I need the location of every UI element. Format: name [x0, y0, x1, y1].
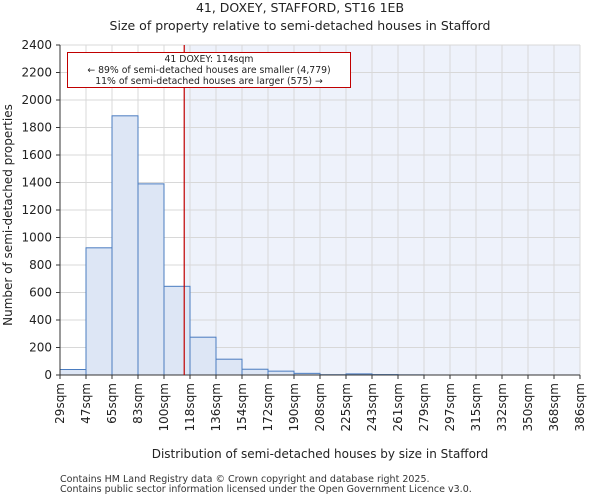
property-annotation-box: 41 DOXEY: 114sqm ← 89% of semi-detached … — [67, 52, 351, 88]
x-tick-label: 100sqm — [157, 383, 171, 431]
histogram-bar — [59, 369, 87, 376]
y-tick-label: 1200 — [21, 203, 52, 217]
y-tick-label: 0 — [44, 368, 52, 382]
x-tick-label: 368sqm — [547, 383, 561, 431]
histogram-bar — [111, 115, 139, 376]
x-tick-label: 350sqm — [521, 383, 535, 431]
annotation-smaller-share: ← 89% of semi-detached houses are smalle… — [87, 65, 331, 76]
x-tick-label: 29sqm — [53, 383, 67, 424]
x-tick-label: 225sqm — [339, 383, 353, 431]
histogram-bar — [189, 336, 217, 376]
attribution-land-registry: Contains HM Land Registry data © Crown c… — [60, 474, 430, 485]
x-tick-label: 83sqm — [131, 383, 145, 424]
y-tick-label: 800 — [29, 258, 52, 272]
y-tick-label: 600 — [29, 286, 52, 300]
x-tick-label: 315sqm — [469, 383, 483, 431]
histogram-bar — [267, 370, 295, 376]
y-tick-label: 1800 — [21, 121, 52, 135]
y-tick-label: 2200 — [21, 66, 52, 80]
x-tick-label: 172sqm — [261, 383, 275, 431]
histogram-bar — [215, 358, 243, 376]
x-tick-label: 261sqm — [391, 383, 405, 431]
x-tick-label: 386sqm — [573, 383, 587, 431]
annotation-larger-share: 11% of semi-detached houses are larger (… — [95, 76, 323, 87]
x-tick-label: 136sqm — [209, 383, 223, 431]
x-tick-label: 154sqm — [235, 383, 249, 431]
x-tick-label: 332sqm — [495, 383, 509, 431]
y-tick-label: 2400 — [21, 38, 52, 52]
x-tick-label: 297sqm — [443, 383, 457, 431]
histogram-bar — [137, 183, 165, 376]
y-tick-label: 1600 — [21, 148, 52, 162]
histogram-bar — [241, 368, 269, 376]
x-tick-label: 47sqm — [79, 383, 93, 424]
x-tick-label: 208sqm — [313, 383, 327, 431]
x-axis-label: Distribution of semi-detached houses by … — [152, 447, 489, 461]
y-tick-label: 1400 — [21, 176, 52, 190]
histogram-bar — [163, 285, 191, 376]
attribution-ogl: Contains public sector information licen… — [60, 484, 472, 495]
x-tick-label: 190sqm — [287, 383, 301, 431]
y-tick-label: 400 — [29, 313, 52, 327]
x-tick-label: 279sqm — [417, 383, 431, 431]
chart-title: Size of property relative to semi-detach… — [109, 18, 491, 33]
histogram-bar — [85, 247, 113, 376]
x-tick-label: 65sqm — [105, 383, 119, 424]
y-axis-label: Number of semi-detached properties — [1, 104, 15, 326]
x-tick-label: 118sqm — [183, 383, 197, 431]
y-tick-label: 1000 — [21, 231, 52, 245]
annotation-property-label: 41 DOXEY: 114sqm — [164, 54, 254, 65]
y-tick-label: 2000 — [21, 93, 52, 107]
x-tick-label: 243sqm — [365, 383, 379, 431]
chart-title-address: 41, DOXEY, STAFFORD, ST16 1EB — [195, 0, 405, 15]
y-tick-label: 200 — [29, 341, 52, 355]
